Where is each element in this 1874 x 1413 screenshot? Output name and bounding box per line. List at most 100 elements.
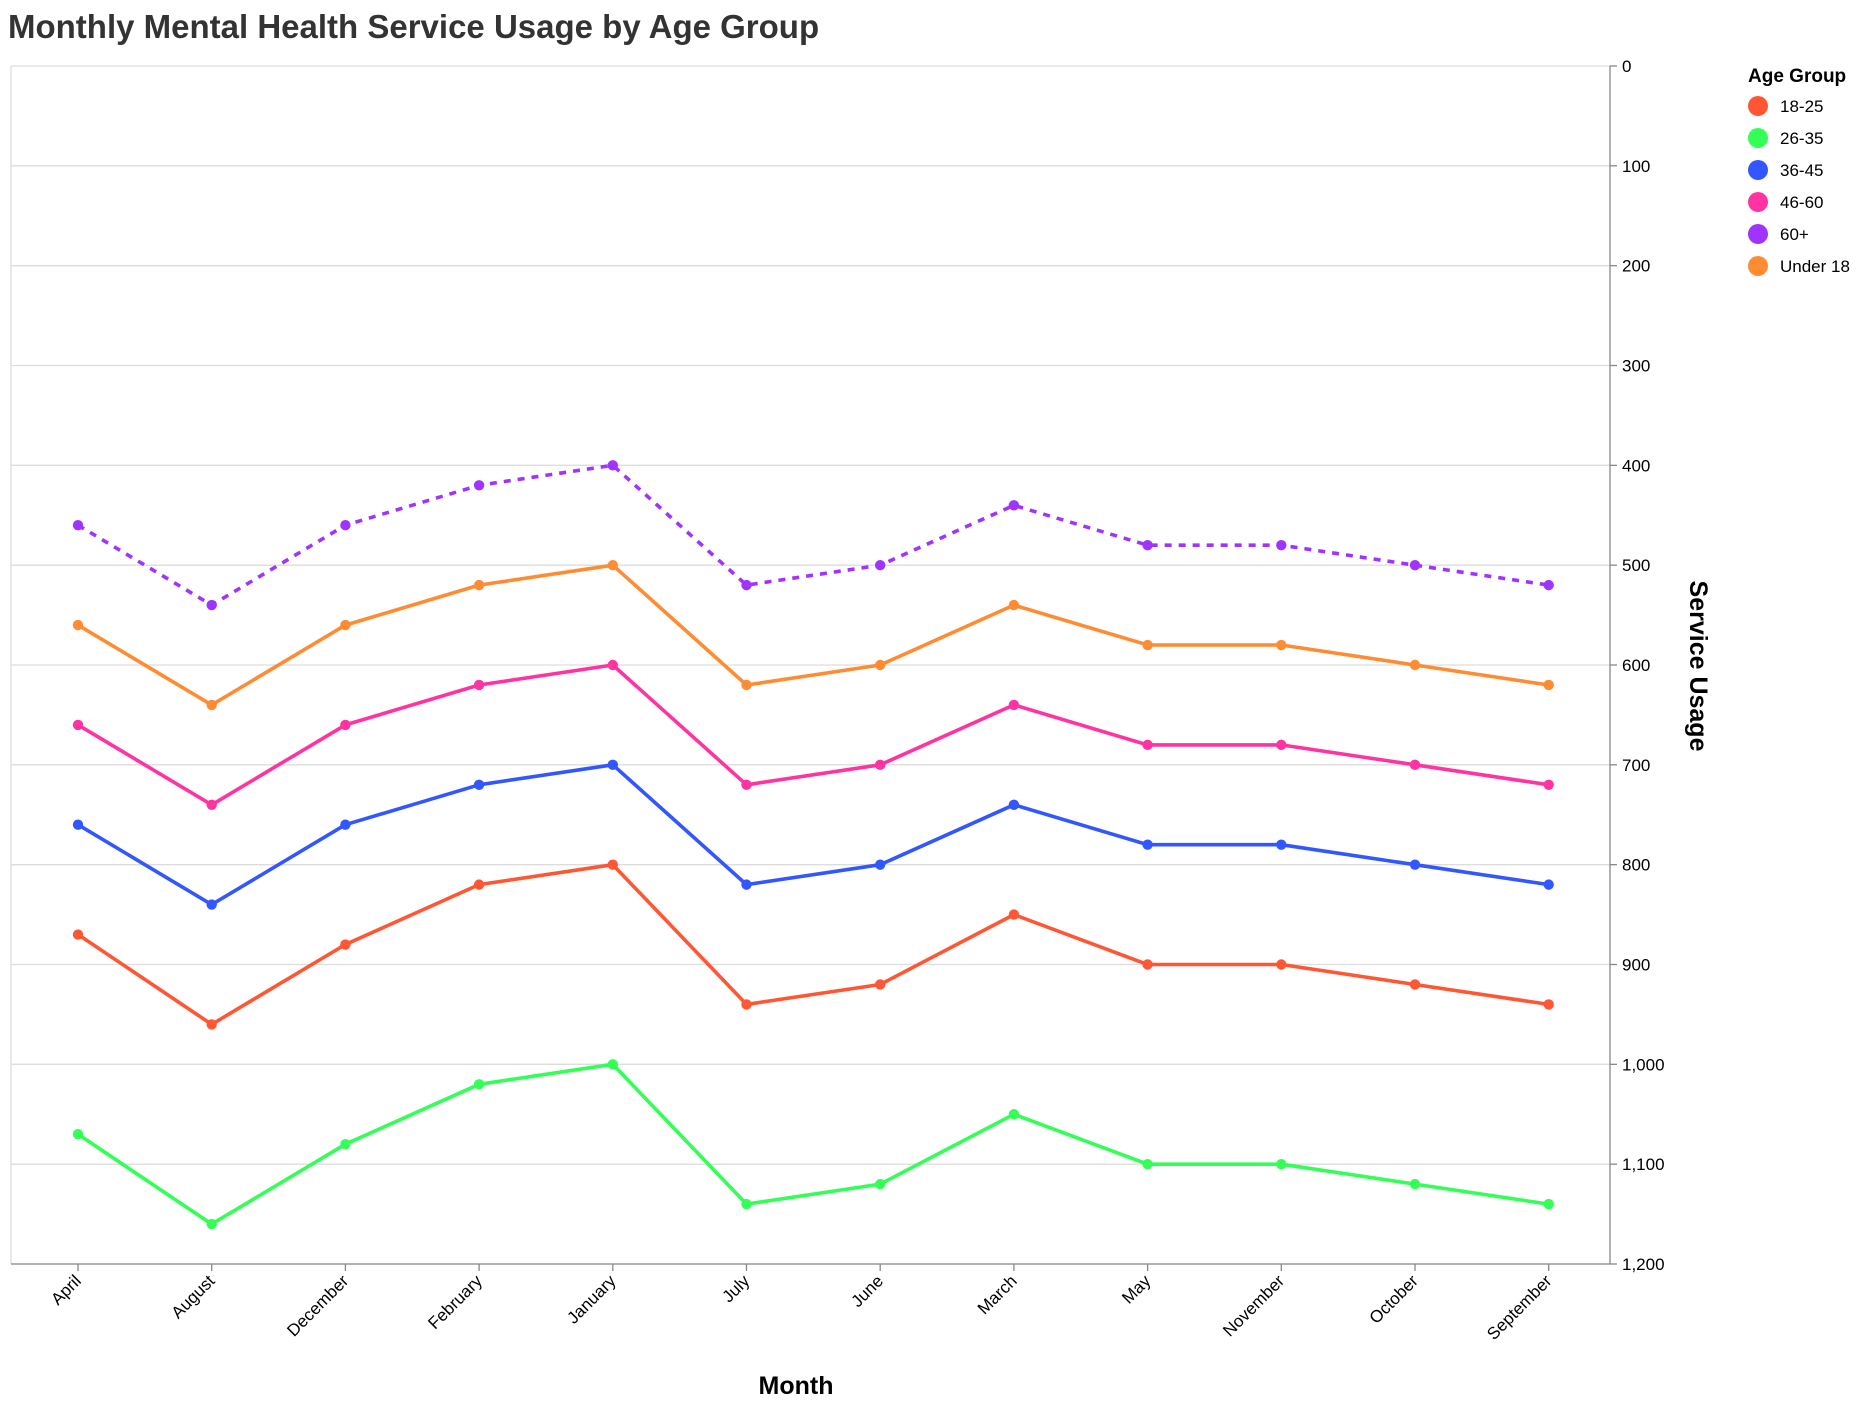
legend: Age Group 18-25 26-35 36-45 46-60 60+ Under 1…	[1748, 66, 1850, 276]
data-point-60[interactable]	[1276, 540, 1287, 551]
data-point-18-25[interactable]	[1543, 999, 1554, 1010]
data-point-60[interactable]	[1142, 540, 1153, 551]
axes: 0 100 200 300 400 500 600 700 800 900 1,000 1,100 1,…	[11, 57, 1665, 1344]
data-point-18-25[interactable]	[607, 859, 618, 870]
data-point-under-18[interactable]	[741, 679, 752, 691]
data-point-18-25[interactable]	[72, 929, 84, 940]
data-point-60[interactable]	[607, 460, 618, 471]
data-point-60[interactable]	[741, 579, 752, 591]
data-point-36-45[interactable]	[875, 859, 886, 870]
x-tick-label: May	[1118, 1271, 1154, 1307]
data-point-36-45[interactable]	[473, 779, 485, 790]
data-point-18-25[interactable]	[741, 999, 752, 1010]
data-point-under-18[interactable]	[1543, 679, 1554, 691]
data-point-46-60[interactable]	[473, 679, 485, 691]
data-point-46-60[interactable]	[1543, 779, 1554, 790]
data-point-36-45[interactable]	[72, 819, 84, 830]
data-point-under-18[interactable]	[1008, 599, 1020, 611]
data-point-60[interactable]	[72, 520, 84, 531]
data-point-26-35[interactable]	[473, 1079, 485, 1090]
data-point-under-18[interactable]	[1409, 659, 1421, 671]
data-point-60[interactable]	[340, 520, 351, 531]
data-point-60[interactable]	[1409, 559, 1421, 571]
data-point-26-35[interactable]	[1409, 1178, 1421, 1190]
data-point-46-60[interactable]	[1142, 739, 1153, 751]
data-point-18-25[interactable]	[1409, 979, 1421, 990]
data-point-60[interactable]	[473, 480, 485, 491]
data-point-under-18[interactable]	[607, 559, 618, 571]
data-point-18-25[interactable]	[473, 879, 485, 890]
data-point-18-25[interactable]	[875, 979, 886, 990]
data-point-36-45[interactable]	[741, 879, 752, 890]
data-point-18-25[interactable]	[1142, 959, 1153, 970]
y-tick-label: 400	[1622, 456, 1650, 475]
data-point-46-60[interactable]	[875, 759, 886, 771]
y-tick-label: 700	[1622, 756, 1650, 775]
x-tick-label: March	[974, 1271, 1021, 1318]
data-point-36-45[interactable]	[1142, 839, 1153, 850]
data-point-60[interactable]	[1008, 500, 1020, 511]
legend-label: 60+	[1780, 225, 1809, 244]
data-point-26-35[interactable]	[206, 1218, 217, 1230]
data-point-under-18[interactable]	[875, 659, 886, 671]
y-tick-label: 0	[1622, 57, 1631, 76]
data-point-36-45[interactable]	[1409, 859, 1421, 870]
y-tick-label: 1,000	[1622, 1055, 1665, 1074]
data-point-18-25[interactable]	[340, 939, 351, 950]
data-point-60[interactable]	[1543, 579, 1554, 591]
data-point-18-25[interactable]	[1008, 909, 1020, 920]
data-point-under-18[interactable]	[72, 619, 84, 631]
legend-label: 36-45	[1780, 161, 1823, 180]
y-tick-label: 300	[1622, 357, 1650, 376]
y-tick-label: 800	[1622, 856, 1650, 875]
legend-label: 46-60	[1780, 193, 1823, 212]
data-point-46-60[interactable]	[340, 719, 351, 731]
series-line-60	[77, 463, 1549, 607]
chart-title: Monthly Mental Health Service Usage by A…	[8, 8, 819, 45]
data-point-under-18[interactable]	[340, 619, 351, 631]
data-point-18-25[interactable]	[1276, 959, 1287, 970]
data-point-26-35[interactable]	[1543, 1198, 1554, 1210]
data-point-26-35[interactable]	[741, 1198, 752, 1210]
x-tick-label: November	[1219, 1271, 1288, 1340]
legend-label: 18-25	[1780, 97, 1823, 116]
data-point-60[interactable]	[875, 559, 886, 571]
data-point-46-60[interactable]	[1008, 699, 1020, 711]
data-point-36-45[interactable]	[1276, 839, 1287, 850]
data-point-26-35[interactable]	[875, 1178, 886, 1190]
data-point-26-35[interactable]	[1276, 1158, 1287, 1170]
data-point-36-45[interactable]	[1543, 879, 1554, 890]
data-point-26-35[interactable]	[1142, 1158, 1153, 1170]
data-point-under-18[interactable]	[473, 579, 485, 591]
data-point-26-35[interactable]	[340, 1139, 351, 1150]
data-point-46-60[interactable]	[607, 659, 618, 671]
data-point-26-35[interactable]	[72, 1129, 84, 1140]
y-tick-label: 600	[1622, 656, 1650, 675]
x-axis-title: Month	[759, 1372, 834, 1400]
data-point-46-60[interactable]	[1276, 739, 1287, 751]
data-point-60[interactable]	[206, 599, 217, 611]
data-point-36-45[interactable]	[1008, 799, 1020, 810]
x-tick-label: August	[168, 1271, 219, 1322]
x-tick-label: February	[424, 1271, 486, 1333]
data-point-36-45[interactable]	[340, 819, 351, 830]
data-point-46-60[interactable]	[206, 799, 217, 810]
y-tick-label: 1,100	[1622, 1155, 1665, 1174]
data-point-26-35[interactable]	[607, 1059, 618, 1070]
data-point-46-60[interactable]	[1409, 759, 1421, 771]
data-point-46-60[interactable]	[72, 719, 84, 731]
x-tick-label: October	[1366, 1271, 1422, 1327]
data-point-36-45[interactable]	[206, 899, 217, 910]
data-point-under-18[interactable]	[1276, 639, 1287, 651]
series-line-46-60	[77, 663, 1549, 807]
data-point-36-45[interactable]	[607, 759, 618, 771]
data-point-46-60[interactable]	[741, 779, 752, 790]
data-point-26-35[interactable]	[1008, 1109, 1020, 1120]
y-tick-label: 1,200	[1622, 1255, 1665, 1274]
data-point-18-25[interactable]	[206, 1019, 217, 1030]
x-tick-label: July	[719, 1271, 754, 1306]
series-line-18-25	[76, 862, 1549, 1027]
data-point-under-18[interactable]	[1142, 639, 1153, 651]
data-point-under-18[interactable]	[206, 699, 217, 711]
